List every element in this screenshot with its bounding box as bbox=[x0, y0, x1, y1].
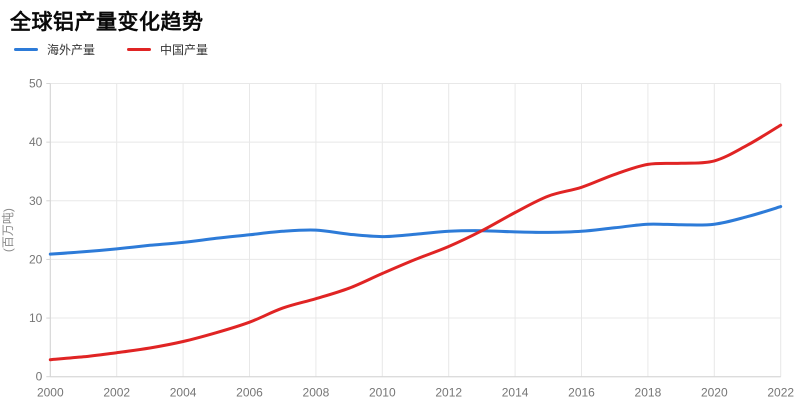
axis-tick-labels: 0 10 20 30 40 50 2000 2002 2004 2006 2008 2010 2012 2… bbox=[29, 77, 794, 400]
x-tick-label: 2020 bbox=[701, 386, 728, 400]
chart-axes bbox=[46, 83, 781, 378]
x-tick-label: 2000 bbox=[37, 386, 64, 400]
y-axis-title: (百万吨) bbox=[1, 208, 15, 252]
x-tick-label: 2018 bbox=[635, 386, 662, 400]
chart-svg: 0 10 20 30 40 50 2000 2002 2004 2006 2008 2010 2012 2… bbox=[1, 77, 794, 400]
legend-swatch-overseas bbox=[14, 48, 38, 51]
y-tick-label: 20 bbox=[29, 252, 43, 266]
legend-item-china[interactable]: 中国产量 bbox=[127, 41, 208, 58]
legend-swatch-china bbox=[127, 48, 152, 51]
y-tick-label: 0 bbox=[36, 370, 43, 384]
line-chart-canvas: 0 10 20 30 40 50 2000 2002 2004 2006 2008 2010 2012 2… bbox=[0, 70, 800, 407]
x-tick-label: 2014 bbox=[502, 386, 529, 400]
x-tick-label: 2004 bbox=[170, 386, 197, 400]
page-title: 全球铝产量变化趋势 bbox=[10, 11, 204, 34]
x-tick-label: 2006 bbox=[236, 386, 263, 400]
chart-grid bbox=[49, 83, 782, 378]
legend-label: 中国产量 bbox=[160, 43, 209, 57]
x-tick-label: 2022 bbox=[767, 386, 794, 400]
series-line-overseas bbox=[48, 205, 783, 256]
x-tick-label: 2016 bbox=[568, 386, 595, 400]
y-tick-label: 50 bbox=[29, 77, 43, 91]
x-tick-label: 2010 bbox=[369, 386, 396, 400]
x-tick-label: 2012 bbox=[435, 386, 462, 400]
x-tick-label: 2008 bbox=[303, 386, 330, 400]
y-tick-label: 10 bbox=[29, 311, 43, 325]
series-line-china bbox=[48, 123, 783, 362]
chart-legend: 海外产量 中国产量 bbox=[14, 41, 208, 58]
y-tick-label: 40 bbox=[29, 135, 43, 149]
legend-label: 海外产量 bbox=[47, 43, 96, 57]
x-tick-label: 2002 bbox=[103, 386, 130, 400]
y-tick-label: 30 bbox=[29, 194, 43, 208]
legend-item-overseas[interactable]: 海外产量 bbox=[14, 41, 95, 58]
